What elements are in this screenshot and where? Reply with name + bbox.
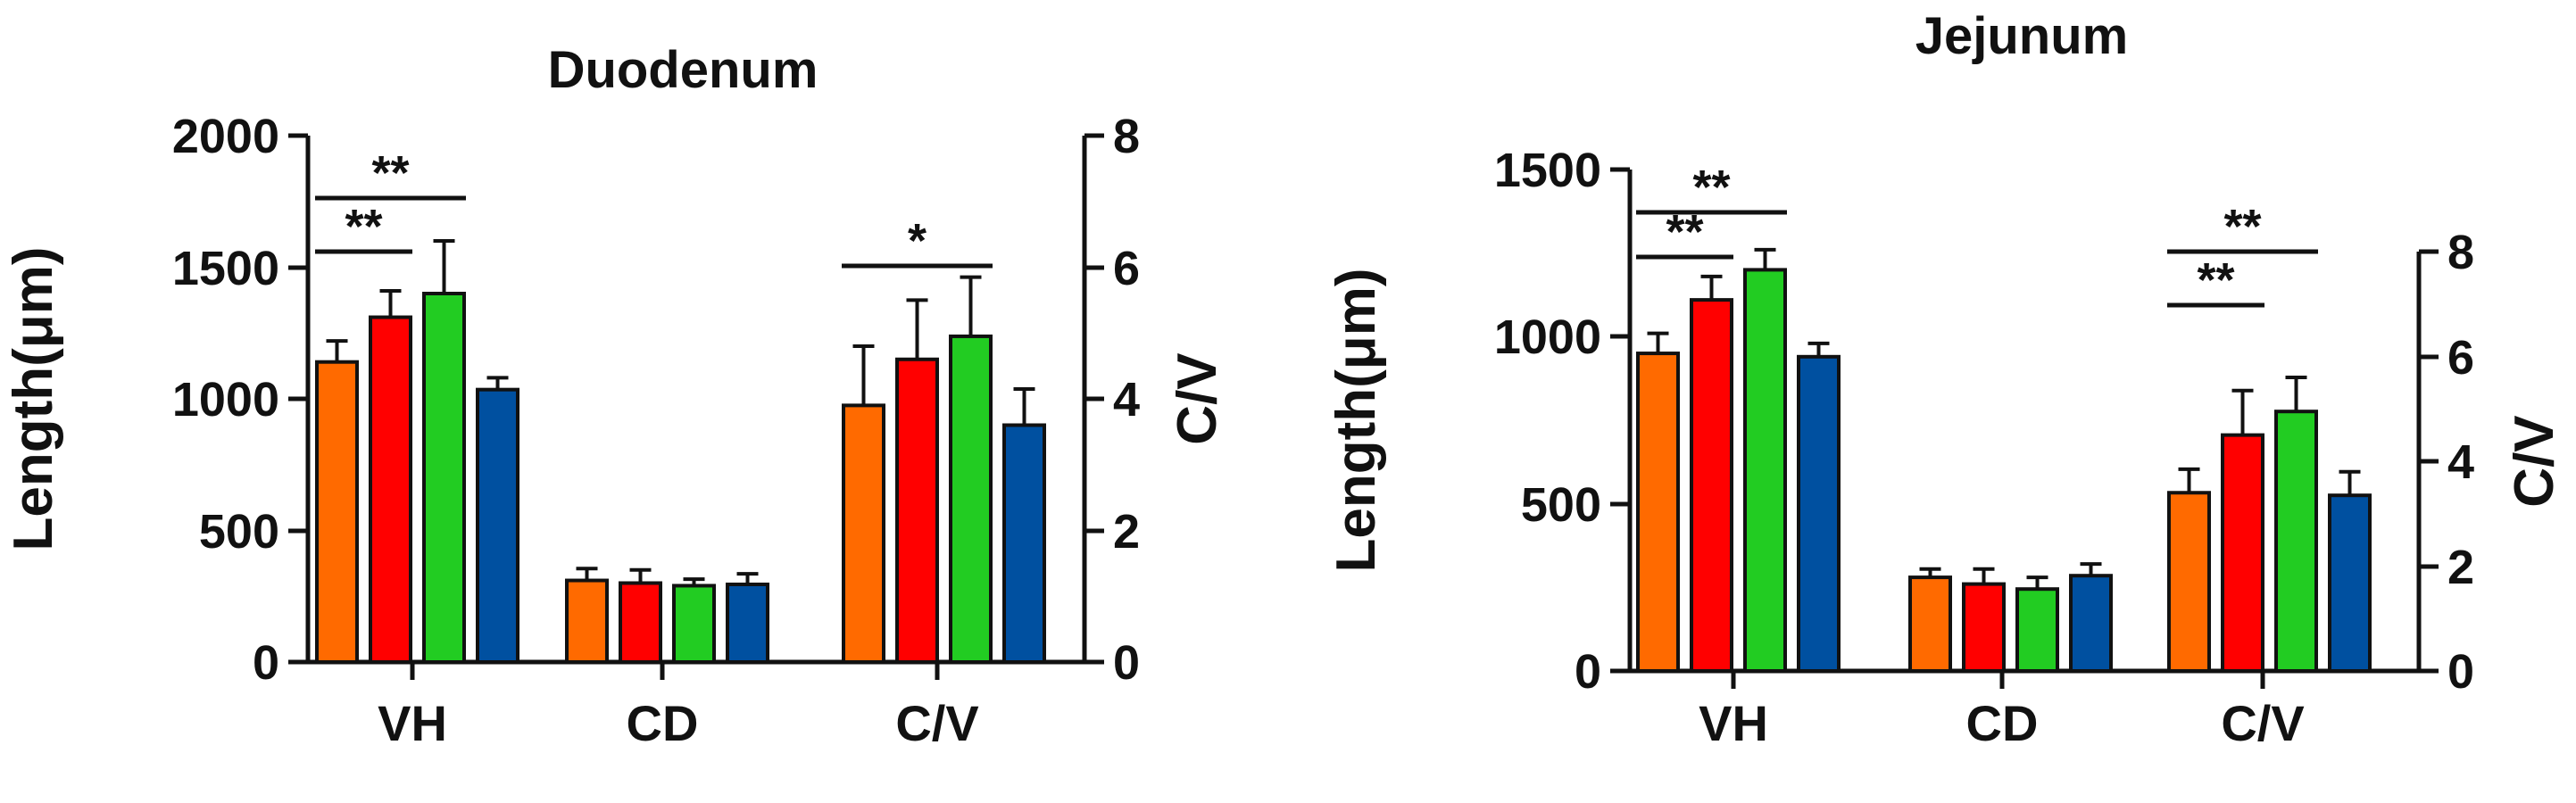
chart-title: Duodenum	[548, 41, 819, 99]
significance-label: *	[908, 214, 927, 268]
right-tick-label: 8	[1113, 110, 1140, 163]
bar	[2069, 574, 2113, 673]
bar	[315, 360, 359, 664]
chart-duodenum: Duodenum 0 500 1000 1500 2000 Length(μm) 0 2 4 6 8 C…	[3, 41, 1228, 751]
left-tick-label: 500	[199, 505, 279, 559]
left-tick-label: 2000	[172, 110, 279, 163]
category-label: VH	[1699, 695, 1768, 751]
bar	[369, 315, 412, 664]
bar	[1690, 298, 1733, 673]
left-tick-label: 0	[253, 636, 279, 690]
chart-title: Jejunum	[1915, 7, 2129, 65]
bar	[2167, 491, 2211, 673]
left-tick-label: 1500	[1494, 144, 1601, 197]
bar	[842, 403, 885, 664]
bar	[726, 582, 769, 664]
significance-label: **	[2223, 200, 2261, 253]
bar	[1908, 575, 1952, 673]
right-tick-label: 6	[2447, 331, 2474, 385]
bar	[565, 578, 609, 664]
category-label: CD	[627, 695, 699, 751]
bar	[422, 292, 466, 664]
category-label: CD	[1966, 695, 2039, 751]
bar	[619, 581, 662, 664]
chart-jejunum: Jejunum 0 500 1000 1500 Length(μm) 0 2 4 6 8 C/V VH C…	[1325, 7, 2565, 751]
left-tick-label: 1500	[172, 242, 279, 295]
category-label: C/V	[895, 695, 978, 751]
bar	[949, 334, 993, 664]
bar	[1743, 268, 1787, 673]
right-tick-label: 0	[1113, 636, 1140, 690]
significance-label: **	[1692, 161, 1730, 214]
right-tick-label: 4	[1113, 373, 1140, 426]
significance-label: **	[371, 146, 409, 200]
right-tick-label: 2	[2447, 541, 2474, 594]
bar	[1797, 354, 1841, 673]
bar	[476, 387, 519, 664]
bar	[1636, 352, 1680, 673]
bar	[1962, 582, 2006, 673]
bar	[2274, 410, 2318, 673]
left-tick-label: 500	[1521, 478, 1601, 532]
right-tick-label: 2	[1113, 505, 1140, 559]
left-tick-label: 0	[1575, 645, 1601, 699]
bar	[1002, 423, 1046, 664]
significance-label: **	[2197, 253, 2234, 307]
bar	[2328, 493, 2372, 673]
category-label: VH	[378, 695, 447, 751]
left-tick-label: 1000	[1494, 310, 1601, 364]
right-tick-label: 6	[1113, 242, 1140, 295]
bar	[672, 584, 716, 665]
right-axis-label: C/V	[2504, 415, 2565, 507]
right-tick-label: 8	[2447, 226, 2474, 279]
category-label: C/V	[2221, 695, 2304, 751]
left-tick-label: 1000	[172, 373, 279, 426]
right-tick-label: 0	[2447, 645, 2474, 699]
right-tick-label: 4	[2447, 435, 2474, 489]
significance-label: **	[345, 200, 382, 253]
left-axis-label: Length(μm)	[3, 247, 64, 551]
bar	[2015, 587, 2059, 673]
left-axis-label: Length(μm)	[1325, 269, 1387, 573]
bar	[895, 357, 939, 664]
bar	[2221, 433, 2264, 673]
right-axis-label: C/V	[1167, 352, 1228, 444]
